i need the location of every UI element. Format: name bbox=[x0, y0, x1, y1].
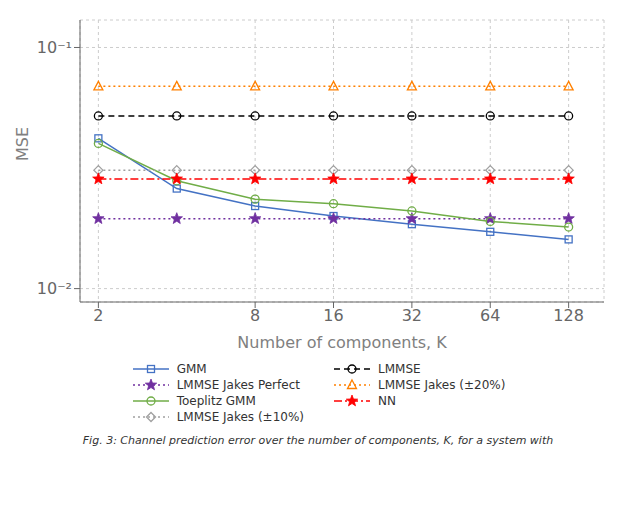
html-text:GMM: GMM bbox=[176, 362, 207, 376]
svg-text:10⁻²: 10⁻² bbox=[37, 279, 72, 298]
svg-text:32: 32 bbox=[402, 306, 422, 325]
svg-text:10⁻¹: 10⁻¹ bbox=[37, 38, 72, 57]
svg-text:Number of components, K: Number of components, K bbox=[237, 333, 447, 352]
svg-text:64: 64 bbox=[480, 306, 500, 325]
svg-text:MSE: MSE bbox=[13, 127, 32, 161]
svg-text:8: 8 bbox=[250, 306, 260, 325]
svg-text:2: 2 bbox=[93, 306, 103, 325]
html-text:Toeplitz GMM: Toeplitz GMM bbox=[176, 394, 256, 408]
html-text:LMMSE: LMMSE bbox=[378, 362, 421, 376]
html-text:LMMSE Jakes (±10%): LMMSE Jakes (±10%) bbox=[176, 410, 304, 424]
html-text:LMMSE Jakes (±20%): LMMSE Jakes (±20%) bbox=[378, 378, 506, 392]
svg-text:16: 16 bbox=[323, 306, 343, 325]
svg-text:128: 128 bbox=[553, 306, 584, 325]
html-text:NN: NN bbox=[378, 394, 396, 408]
html-text:LMMSE Jakes Perfect: LMMSE Jakes Perfect bbox=[176, 378, 300, 392]
html-text:Fig. 3: Channel prediction err: Fig. 3: Channel prediction error over th… bbox=[82, 434, 554, 447]
